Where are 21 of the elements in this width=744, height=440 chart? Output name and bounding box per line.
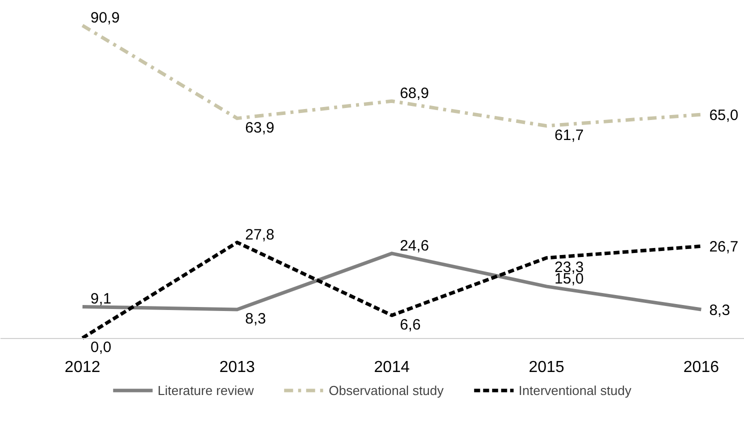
data-label: 63,9 [245, 119, 274, 136]
data-label: 26,7 [709, 238, 738, 256]
data-label: 61,7 [554, 126, 584, 144]
x-tick-label: 2016 [683, 359, 720, 376]
x-tick-label: 2012 [64, 359, 100, 376]
data-label: 27,8 [245, 226, 274, 244]
legend-label: Literature review [158, 382, 254, 398]
data-label: 6,6 [400, 316, 421, 334]
x-tick-label: 2015 [528, 359, 564, 376]
x-tick-label: 2014 [374, 359, 410, 376]
data-label: 9,1 [90, 290, 112, 308]
legend-label: Interventional study [518, 382, 632, 398]
x-tick-label: 2013 [219, 359, 256, 376]
data-label: 65,0 [709, 107, 738, 124]
data-label: 8,3 [709, 302, 730, 319]
data-label: 90,9 [90, 10, 120, 26]
data-label: 24,6 [400, 237, 430, 254]
data-label: 68,9 [400, 85, 430, 102]
data-label: 8,3 [245, 310, 266, 328]
data-label: 0,0 [90, 339, 112, 356]
legend-label: Observational study [328, 382, 444, 398]
